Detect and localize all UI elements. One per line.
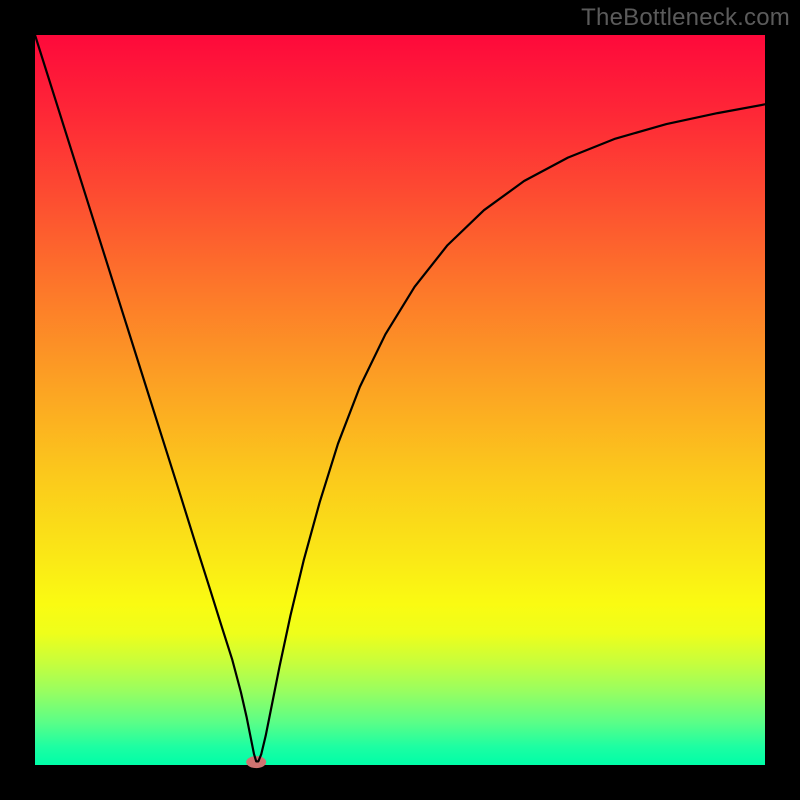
- bottleneck-chart: [0, 0, 800, 800]
- plot-background: [35, 35, 765, 765]
- watermark-text: TheBottleneck.com: [581, 4, 790, 32]
